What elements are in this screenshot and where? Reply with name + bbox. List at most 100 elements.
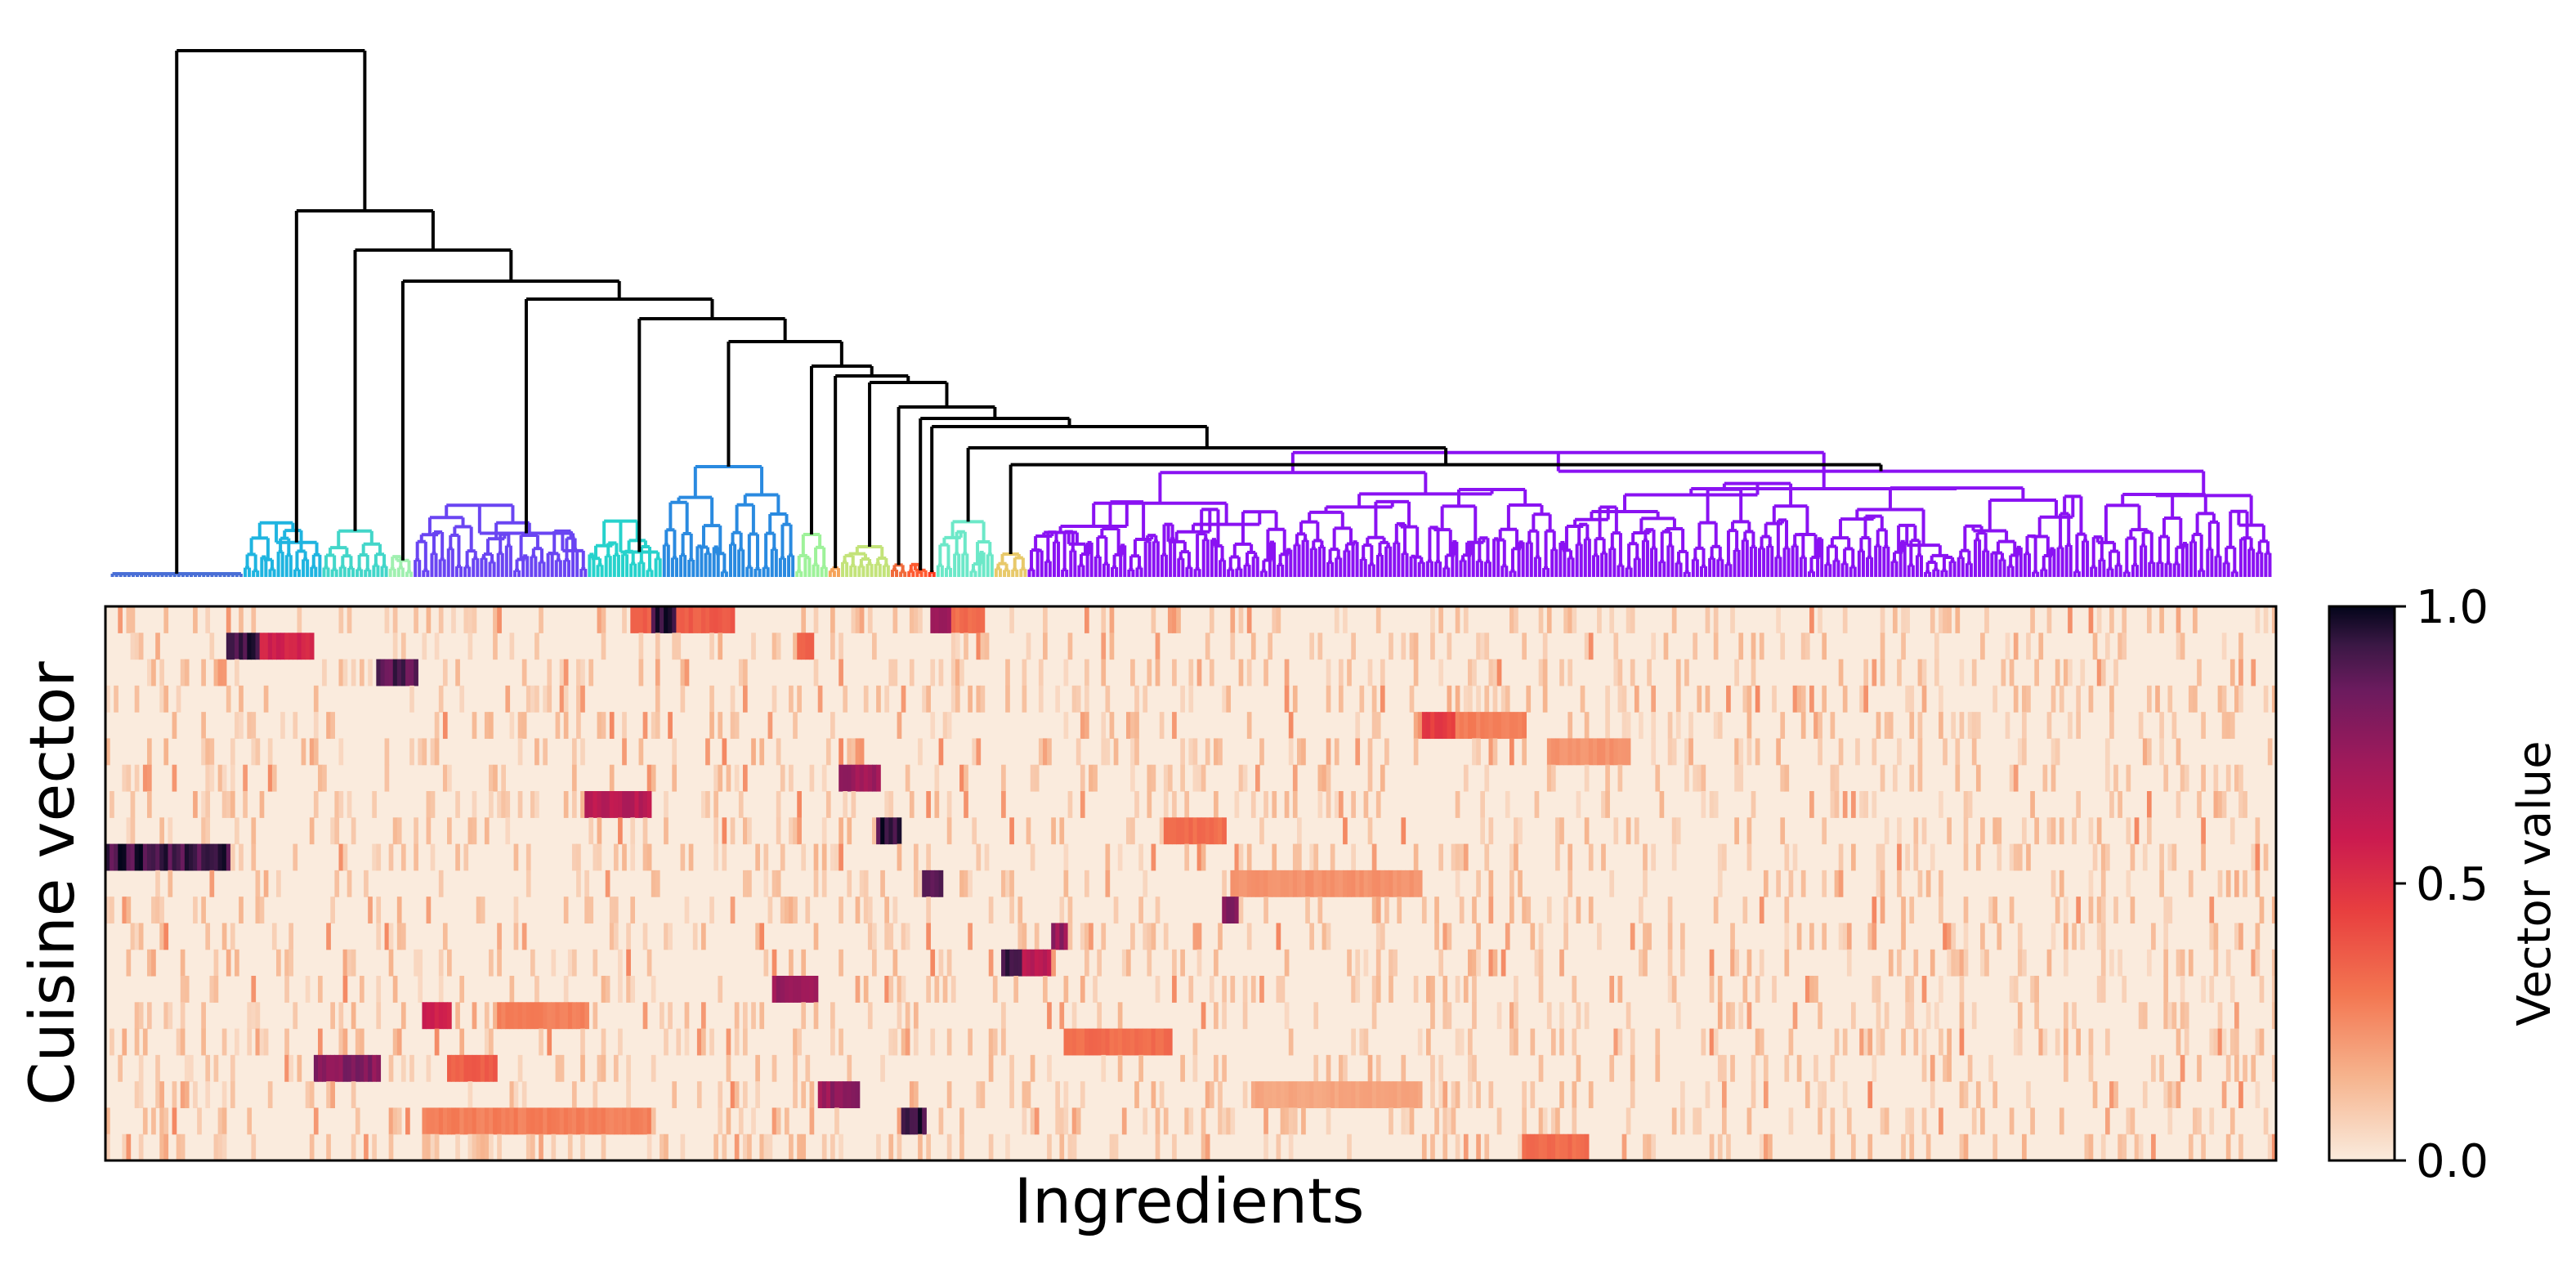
heatmap-cell [2238, 923, 2243, 950]
heatmap-cell [2167, 843, 2173, 871]
heatmap-cell [718, 633, 723, 660]
heatmap-cell [1326, 1081, 1331, 1109]
heatmap-cell [497, 923, 502, 950]
heatmap-cell [2118, 1134, 2122, 1161]
heatmap-cell [2072, 817, 2077, 845]
heatmap-cell [159, 1134, 164, 1161]
heatmap-cell [1568, 712, 1573, 740]
heatmap-cell [830, 633, 835, 660]
heatmap-cell [1405, 1107, 1411, 1135]
heatmap-cell [1101, 712, 1107, 740]
heatmap-cell [2017, 1002, 2023, 1030]
heatmap-cell [905, 1028, 910, 1056]
heatmap-cell [1514, 1002, 1518, 1030]
heatmap-cell [205, 843, 211, 871]
heatmap-cell [1488, 738, 1494, 766]
heatmap-cell [1538, 659, 1544, 686]
heatmap-cell [209, 633, 215, 660]
heatmap-cell [584, 897, 589, 924]
heatmap-cell [988, 1054, 994, 1082]
heatmap-cell [1288, 1107, 1294, 1135]
heatmap-cell [1451, 843, 1456, 871]
heatmap-cell [759, 738, 765, 766]
heatmap-cell [1125, 712, 1131, 740]
heatmap-cell [543, 1002, 548, 1030]
heatmap-cell [517, 1002, 523, 1030]
heatmap-cell [1172, 1134, 1177, 1161]
heatmap-cell [263, 870, 269, 897]
heatmap-cell [326, 923, 331, 950]
heatmap-cell [2109, 791, 2114, 818]
heatmap-cell [1105, 843, 1111, 871]
heatmap-cell [409, 738, 414, 766]
heatmap-cell [630, 897, 636, 924]
heatmap-cell [1984, 949, 1989, 977]
heatmap-cell [351, 659, 356, 686]
heatmap-cell [1951, 712, 1957, 740]
heatmap-cell [110, 897, 114, 924]
heatmap-cell [1563, 1134, 1568, 1161]
heatmap-cell [2088, 1134, 2094, 1161]
heatmap-cell [2009, 659, 2015, 686]
heatmap-cell [1505, 791, 1510, 818]
heatmap-cell [1109, 1134, 1115, 1161]
heatmap-cell [980, 685, 986, 713]
heatmap-cell [1713, 712, 1719, 740]
heatmap-cell [1076, 685, 1081, 713]
heatmap-cell [1905, 1107, 1910, 1135]
heatmap-cell [1867, 1081, 1873, 1109]
heatmap-cell [571, 1107, 577, 1135]
heatmap-cell [1192, 1028, 1198, 1056]
heatmap-cell [1347, 659, 1352, 686]
heatmap-cell [1671, 738, 1677, 766]
heatmap-cell [1167, 606, 1173, 633]
heatmap-cell [2009, 764, 2015, 792]
heatmap-cell [184, 1054, 190, 1082]
heatmap-cell [1538, 606, 1544, 633]
heatmap-cell [359, 1028, 364, 1056]
heatmap-cell [509, 712, 515, 740]
heatmap-cell [1884, 817, 1890, 845]
heatmap-cell [763, 870, 769, 897]
heatmap-cell [1384, 1081, 1389, 1109]
heatmap-cell [2180, 1002, 2185, 1030]
heatmap-cell [1105, 870, 1111, 897]
heatmap-cell [288, 633, 294, 660]
heatmap-cell [976, 685, 982, 713]
heatmap-cell [247, 633, 253, 660]
heatmap-cell [1459, 1028, 1465, 1056]
heatmap-cell [497, 1134, 502, 1161]
heatmap-cell [1209, 817, 1214, 845]
heatmap-cell [1647, 1134, 1652, 1161]
heatmap-cell [1813, 1054, 1818, 1082]
heatmap-cell [235, 1028, 239, 1056]
heatmap-cell [2259, 897, 2265, 924]
heatmap-cell [909, 1081, 915, 1109]
heatmap-cell [1550, 1107, 1556, 1135]
heatmap-cell [1588, 897, 1594, 924]
heatmap-cell [859, 870, 865, 897]
heatmap-cell [1975, 712, 1981, 740]
heatmap-cell [1788, 1107, 1794, 1135]
heatmap-cell [1813, 712, 1818, 740]
heatmap-cell [2146, 606, 2152, 633]
heatmap-cell [1080, 712, 1085, 740]
heatmap-cell [1784, 764, 1790, 792]
heatmap-cell [2076, 712, 2081, 740]
heatmap-cell [1280, 1107, 1286, 1135]
heatmap-cell [897, 817, 902, 845]
heatmap-cell [251, 712, 257, 740]
heatmap-cell [1746, 738, 1752, 766]
heatmap-cell [2046, 712, 2052, 740]
heatmap-cell [726, 1107, 731, 1135]
heatmap-cell [1263, 1134, 1268, 1161]
heatmap-cell [1159, 712, 1165, 740]
heatmap-cell [730, 685, 736, 713]
heatmap-cell [742, 1134, 748, 1161]
heatmap-cell [434, 712, 440, 740]
heatmap-cell [342, 843, 348, 871]
heatmap-cell [267, 1081, 273, 1109]
heatmap-cell [255, 1028, 261, 1056]
heatmap-cell [180, 1002, 186, 1030]
